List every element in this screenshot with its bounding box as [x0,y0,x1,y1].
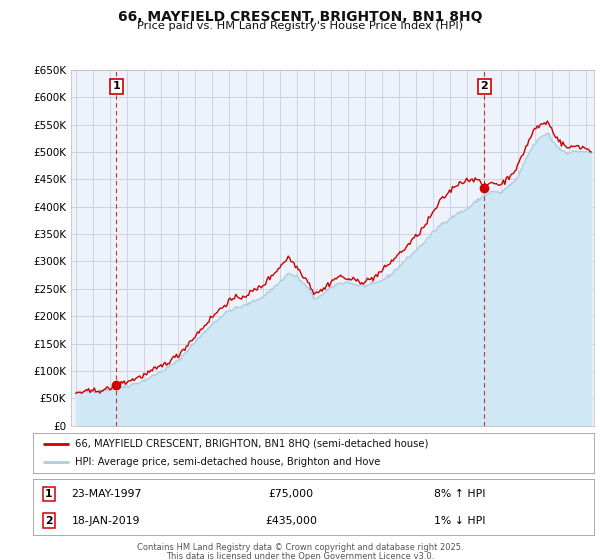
Text: 66, MAYFIELD CRESCENT, BRIGHTON, BN1 8HQ (semi-detached house): 66, MAYFIELD CRESCENT, BRIGHTON, BN1 8HQ… [75,439,428,449]
Text: 1: 1 [45,489,52,499]
Text: This data is licensed under the Open Government Licence v3.0.: This data is licensed under the Open Gov… [166,552,434,560]
Text: £75,000: £75,000 [268,489,314,499]
Text: 2: 2 [481,81,488,91]
Text: 66, MAYFIELD CRESCENT, BRIGHTON, BN1 8HQ: 66, MAYFIELD CRESCENT, BRIGHTON, BN1 8HQ [118,10,482,24]
Text: Contains HM Land Registry data © Crown copyright and database right 2025.: Contains HM Land Registry data © Crown c… [137,543,463,552]
Text: £435,000: £435,000 [265,516,317,526]
Text: 23-MAY-1997: 23-MAY-1997 [71,489,141,499]
Text: 2: 2 [45,516,53,526]
Text: 1% ↓ HPI: 1% ↓ HPI [434,516,485,526]
Text: 8% ↑ HPI: 8% ↑ HPI [434,489,485,499]
Text: 1: 1 [113,81,121,91]
Text: Price paid vs. HM Land Registry's House Price Index (HPI): Price paid vs. HM Land Registry's House … [137,21,463,31]
Text: 18-JAN-2019: 18-JAN-2019 [71,516,140,526]
Text: HPI: Average price, semi-detached house, Brighton and Hove: HPI: Average price, semi-detached house,… [75,458,380,467]
